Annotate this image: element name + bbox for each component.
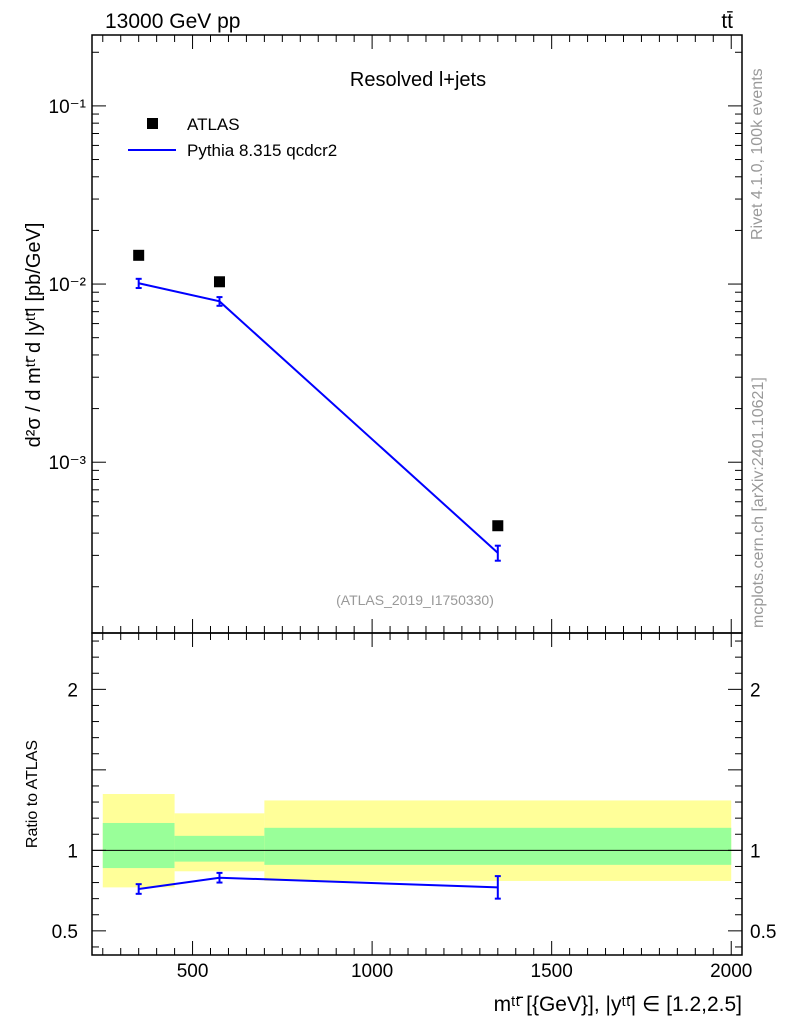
ratio-bands (102, 794, 732, 888)
beam-energy-label: 13000 GeV pp (105, 10, 240, 33)
uncertainty-band-inner (264, 827, 732, 865)
ratio-y-tick-label-right: 0.5 (750, 922, 776, 943)
ratio-frame (91, 632, 743, 956)
ratio-y-tick-label-right: 2 (750, 680, 761, 701)
process-label: tt̄ (721, 10, 733, 33)
uncertainty-band-inner (102, 822, 175, 869)
ratio-y-tick-label: 1 (67, 841, 78, 862)
pythia-line (138, 282, 499, 554)
x-tick-label: 500 (177, 961, 209, 982)
rivet-version-label: Rivet 4.1.0, 100k events (749, 68, 766, 240)
ratio-y-tick-label-right: 1 (750, 841, 761, 862)
main-panel: 10⁻¹ 10⁻² 10⁻³ Resolved l+jets (ATLAS_2019… (23, 34, 743, 634)
y-tick-label: 10⁻³ (49, 453, 87, 474)
analysis-tag: (ATLAS_2019_I1750330) (336, 592, 494, 608)
plot-title: Resolved l+jets (350, 69, 486, 91)
ratio-panel: 0.5 0.5 1 1 2 2 500 1000 1500 2000 Ratio to ATLAS… (24, 632, 776, 1016)
x-tick-label: 1500 (531, 961, 573, 982)
legend: ATLAS Pythia 8.315 qcdcr2 (128, 115, 337, 160)
atlas-data-point (213, 276, 225, 288)
y-tick-label: 10⁻¹ (49, 97, 87, 118)
ratio-y-axis-label: Ratio to ATLAS (24, 740, 41, 848)
uncertainty-band-inner (174, 835, 265, 862)
ratio-y-tick-label: 0.5 (52, 922, 78, 943)
ratio-data (92, 849, 742, 900)
y-tick-label: 10⁻² (49, 275, 87, 296)
main-data (133, 249, 504, 562)
legend-atlas-marker (147, 118, 158, 129)
legend-atlas-label: ATLAS (187, 115, 240, 134)
legend-pythia-label: Pythia 8.315 qcdcr2 (187, 141, 337, 160)
ratio-y-tick-label: 2 (67, 680, 78, 701)
atlas-data-point (133, 249, 145, 261)
source-label: mcplots.cern.ch [arXiv:2401.10621] (750, 377, 767, 628)
x-tick-label: 2000 (710, 961, 752, 982)
main-y-axis-label: d²σ / d mᵗᵗ̄ d |yᵗᵗ̄| [pb/GeV] (23, 223, 45, 448)
ratio-ticks: 0.5 0.5 1 1 2 2 500 1000 1500 2000 (52, 633, 776, 982)
atlas-data-point (492, 520, 504, 532)
x-axis-label: mᵗᵗ̄ [{GeV}], |yᵗᵗ̄| ∈ [1.2,2.5] (494, 993, 742, 1016)
x-tick-label: 1000 (351, 961, 393, 982)
main-ticks: 10⁻¹ 10⁻² 10⁻³ (49, 35, 742, 633)
